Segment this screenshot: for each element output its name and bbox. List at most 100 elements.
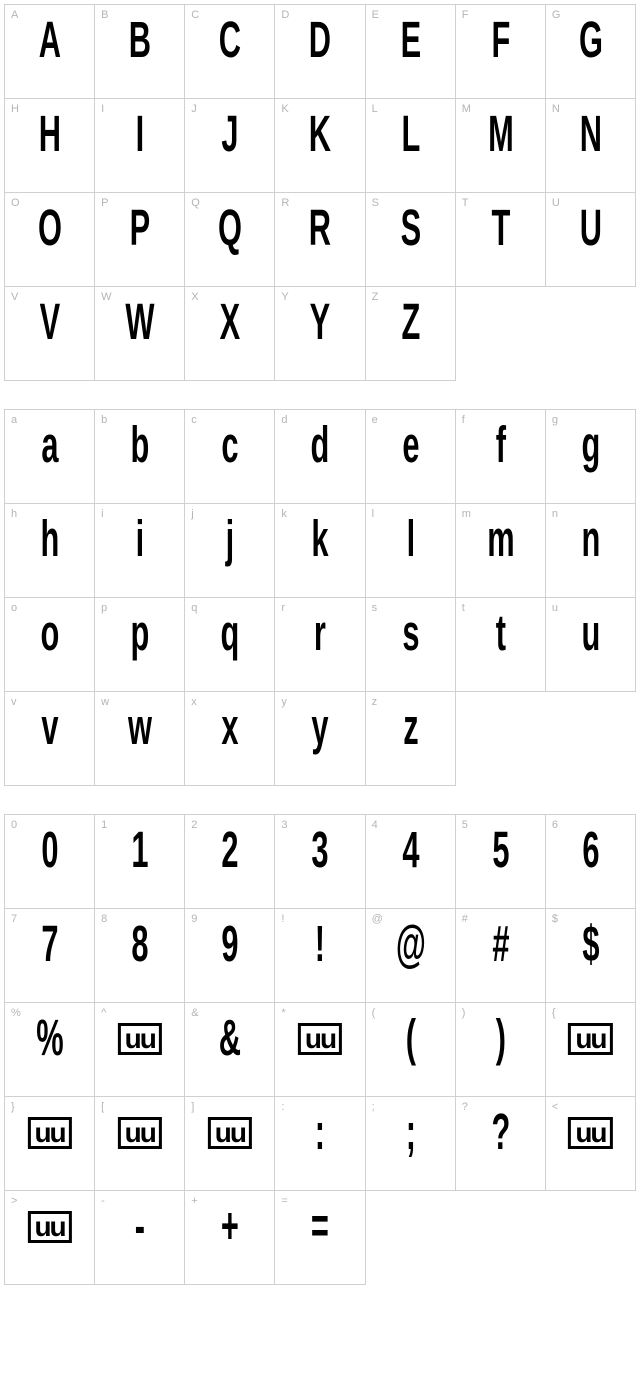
section-lowercase: aabbccddeeffgghhiijjkkllmmnnooppqqrrsstt… [4,409,636,786]
cell-label: * [281,1007,285,1019]
cell-label: 7 [11,913,17,925]
cell-label: b [101,414,107,426]
cell-label: + [191,1195,197,1207]
glyph-cell: aa [5,410,95,504]
glyph-cell: DD [275,5,365,99]
glyph-cell: %% [5,1003,95,1097]
glyph: - [109,1202,171,1253]
glyph: 2 [199,826,261,877]
empty-cell [366,1191,456,1285]
glyph-cell: hh [5,504,95,598]
glyph-cell: 99 [185,909,275,1003]
glyph-cell: HH [5,99,95,193]
cell-label: 4 [372,819,378,831]
glyph: F [469,16,531,67]
cell-label: E [372,9,379,21]
glyph-cell: <uu [546,1097,636,1191]
glyph-cell: 11 [95,815,185,909]
glyph-cell: 22 [185,815,275,909]
glyph: e [379,421,441,472]
glyph-cell: MM [456,99,546,193]
cell-label: ; [372,1101,375,1113]
cell-label: 3 [281,819,287,831]
cell-label: z [372,696,378,708]
glyph: T [469,204,531,255]
glyph: ) [469,1014,531,1065]
glyph-cell: rr [275,598,365,692]
cell-label: c [191,414,197,426]
cell-label: T [462,197,469,209]
glyph-cell: 44 [366,815,456,909]
cell-label: o [11,602,17,614]
glyph-cell: (( [366,1003,456,1097]
glyph: c [199,421,261,472]
glyph-cell: 77 [5,909,95,1003]
cell-label: V [11,291,18,303]
cell-label: 0 [11,819,17,831]
glyph: x [199,703,261,754]
cell-label: d [281,414,287,426]
glyph: @ [379,920,441,971]
glyph: ? [469,1108,531,1159]
glyph: i [109,515,171,566]
glyph: v [18,703,80,754]
cell-label: r [281,602,285,614]
glyph-cell: $$ [546,909,636,1003]
glyph-cell: == [275,1191,365,1285]
glyph: S [379,204,441,255]
glyph: B [109,16,171,67]
empty-cell [456,692,546,786]
glyph: K [289,110,351,161]
cell-label: l [372,508,374,520]
glyph: J [199,110,261,161]
glyph-cell: SS [366,193,456,287]
glyph-cell: xx [185,692,275,786]
glyph-cell: WW [95,287,185,381]
cell-label: = [281,1195,287,1207]
glyph: % [18,1014,80,1065]
glyph: Z [379,298,441,349]
glyph: H [18,110,80,161]
glyph: O [18,204,80,255]
section-uppercase: AABBCCDDEEFFGGHHIIJJKKLLMMNNOOPPQQRRSSTT… [4,4,636,381]
cell-label: h [11,508,17,520]
glyph-cell: II [95,99,185,193]
glyph: s [379,609,441,660]
cell-label: e [372,414,378,426]
glyph: 0 [18,826,80,877]
notdef-glyph: uu [27,1117,71,1149]
glyph-cell: JJ [185,99,275,193]
glyph: ; [379,1108,441,1159]
glyph-cell: ii [95,504,185,598]
cell-label: { [552,1007,556,1019]
cell-label: 6 [552,819,558,831]
glyph: W [109,298,171,349]
glyph: g [559,421,621,472]
glyph-cell: XX [185,287,275,381]
notdef-glyph: uu [118,1117,162,1149]
glyph: n [559,515,621,566]
glyph: $ [559,920,621,971]
glyph-cell: ll [366,504,456,598]
empty-cell [546,287,636,381]
cell-label: y [281,696,287,708]
glyph-cell: }uu [5,1097,95,1191]
glyph: Q [199,204,261,255]
glyph: D [289,16,351,67]
glyph: : [289,1108,351,1159]
empty-cell [456,287,546,381]
glyph-cell: CC [185,5,275,99]
glyph-cell: ;; [366,1097,456,1191]
cell-label: : [281,1101,284,1113]
cell-label: f [462,414,465,426]
cell-label: L [372,103,378,115]
glyph: C [199,16,261,67]
cell-label: ] [191,1101,194,1113]
glyph: 8 [109,920,171,971]
cell-label: ( [372,1007,376,1019]
glyph-cell: 88 [95,909,185,1003]
glyph: w [109,703,171,754]
glyph-cell: tt [456,598,546,692]
glyph-cell: VV [5,287,95,381]
glyph: l [379,515,441,566]
